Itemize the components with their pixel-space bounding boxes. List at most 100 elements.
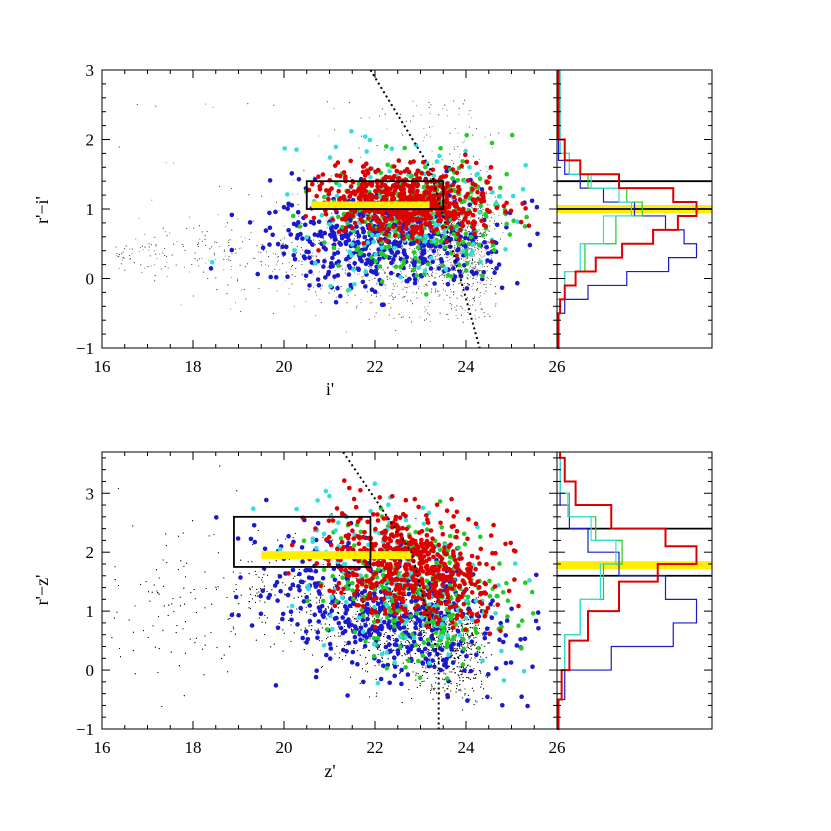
field-point bbox=[442, 108, 444, 110]
field-point bbox=[491, 147, 493, 149]
field-point bbox=[446, 234, 448, 237]
field-point bbox=[457, 261, 459, 263]
red-point bbox=[453, 211, 459, 217]
field-point bbox=[485, 165, 487, 168]
field-point bbox=[398, 293, 400, 295]
cyan-point bbox=[474, 172, 480, 178]
red-point bbox=[358, 216, 363, 222]
field-point bbox=[479, 257, 481, 259]
blue-point bbox=[319, 233, 324, 239]
field-point bbox=[471, 285, 473, 288]
field-point bbox=[465, 229, 467, 231]
field-point bbox=[250, 232, 252, 234]
cyan-point bbox=[434, 159, 440, 164]
field-point bbox=[448, 280, 451, 282]
field-point bbox=[441, 270, 443, 272]
field-point bbox=[444, 261, 446, 263]
field-point bbox=[485, 290, 487, 292]
field-point bbox=[480, 233, 482, 235]
field-point bbox=[470, 117, 472, 119]
field-point bbox=[401, 296, 404, 298]
field-point bbox=[205, 103, 207, 105]
red-point bbox=[396, 158, 402, 163]
blue-point bbox=[289, 171, 295, 176]
red-point bbox=[406, 220, 411, 226]
field-point bbox=[314, 244, 317, 246]
field-point bbox=[406, 287, 408, 289]
field-point bbox=[486, 279, 488, 282]
field-point bbox=[118, 255, 120, 258]
field-point bbox=[141, 245, 143, 247]
field-point bbox=[418, 250, 420, 252]
red-point bbox=[398, 197, 403, 203]
green-point bbox=[451, 231, 457, 237]
red-point bbox=[464, 159, 470, 165]
field-point bbox=[467, 278, 469, 280]
red-point bbox=[400, 212, 406, 217]
green-point bbox=[401, 258, 407, 264]
cyan-point bbox=[349, 129, 354, 134]
field-point bbox=[486, 171, 488, 173]
field-point bbox=[451, 257, 453, 259]
blue-point bbox=[362, 234, 368, 240]
field-point bbox=[376, 145, 378, 147]
field-point bbox=[484, 231, 486, 233]
green-point bbox=[297, 224, 303, 229]
field-point bbox=[224, 255, 226, 257]
field-point bbox=[475, 278, 477, 281]
field-point bbox=[368, 318, 370, 320]
blue-point bbox=[515, 280, 520, 286]
red-point bbox=[434, 193, 440, 198]
blue-point bbox=[445, 251, 450, 256]
blue-point bbox=[394, 240, 399, 245]
field-point bbox=[347, 253, 349, 256]
field-point bbox=[478, 297, 480, 299]
field-point bbox=[331, 212, 333, 214]
field-point bbox=[440, 229, 442, 231]
blue-point bbox=[303, 273, 309, 279]
field-point bbox=[334, 270, 336, 272]
blue-point bbox=[485, 258, 490, 263]
field-point bbox=[467, 257, 469, 259]
blue-point bbox=[298, 231, 303, 237]
field-point bbox=[129, 258, 132, 260]
red-point bbox=[523, 206, 528, 211]
field-point bbox=[318, 271, 320, 273]
cyan-point bbox=[371, 239, 377, 244]
field-point bbox=[239, 264, 241, 266]
field-point bbox=[485, 233, 487, 235]
field-point bbox=[451, 305, 453, 307]
green-point bbox=[411, 267, 417, 273]
field-point bbox=[443, 276, 446, 278]
cyan-point bbox=[369, 232, 375, 238]
field-point bbox=[428, 302, 431, 304]
field-point bbox=[398, 313, 400, 315]
green-point bbox=[354, 247, 360, 253]
field-point bbox=[474, 249, 476, 251]
field-point bbox=[353, 265, 356, 267]
field-point bbox=[216, 241, 218, 243]
field-point bbox=[417, 287, 419, 289]
green-point bbox=[468, 234, 474, 240]
cyan-point bbox=[424, 234, 429, 240]
field-point bbox=[462, 321, 464, 323]
field-point bbox=[471, 258, 473, 260]
field-point bbox=[356, 273, 359, 275]
field-point bbox=[189, 271, 191, 273]
field-point bbox=[426, 134, 428, 136]
field-point bbox=[360, 135, 363, 137]
red-point bbox=[336, 188, 342, 194]
field-point bbox=[415, 267, 417, 269]
field-point bbox=[234, 248, 237, 250]
field-point bbox=[173, 162, 175, 164]
field-point bbox=[318, 240, 320, 242]
field-point bbox=[429, 177, 431, 179]
field-point bbox=[472, 262, 474, 264]
red-point bbox=[518, 219, 524, 225]
field-point bbox=[420, 264, 423, 266]
red-point bbox=[343, 174, 348, 179]
green-point bbox=[398, 264, 404, 270]
red-point bbox=[388, 209, 393, 214]
field-point bbox=[489, 134, 492, 136]
field-point bbox=[164, 247, 166, 249]
